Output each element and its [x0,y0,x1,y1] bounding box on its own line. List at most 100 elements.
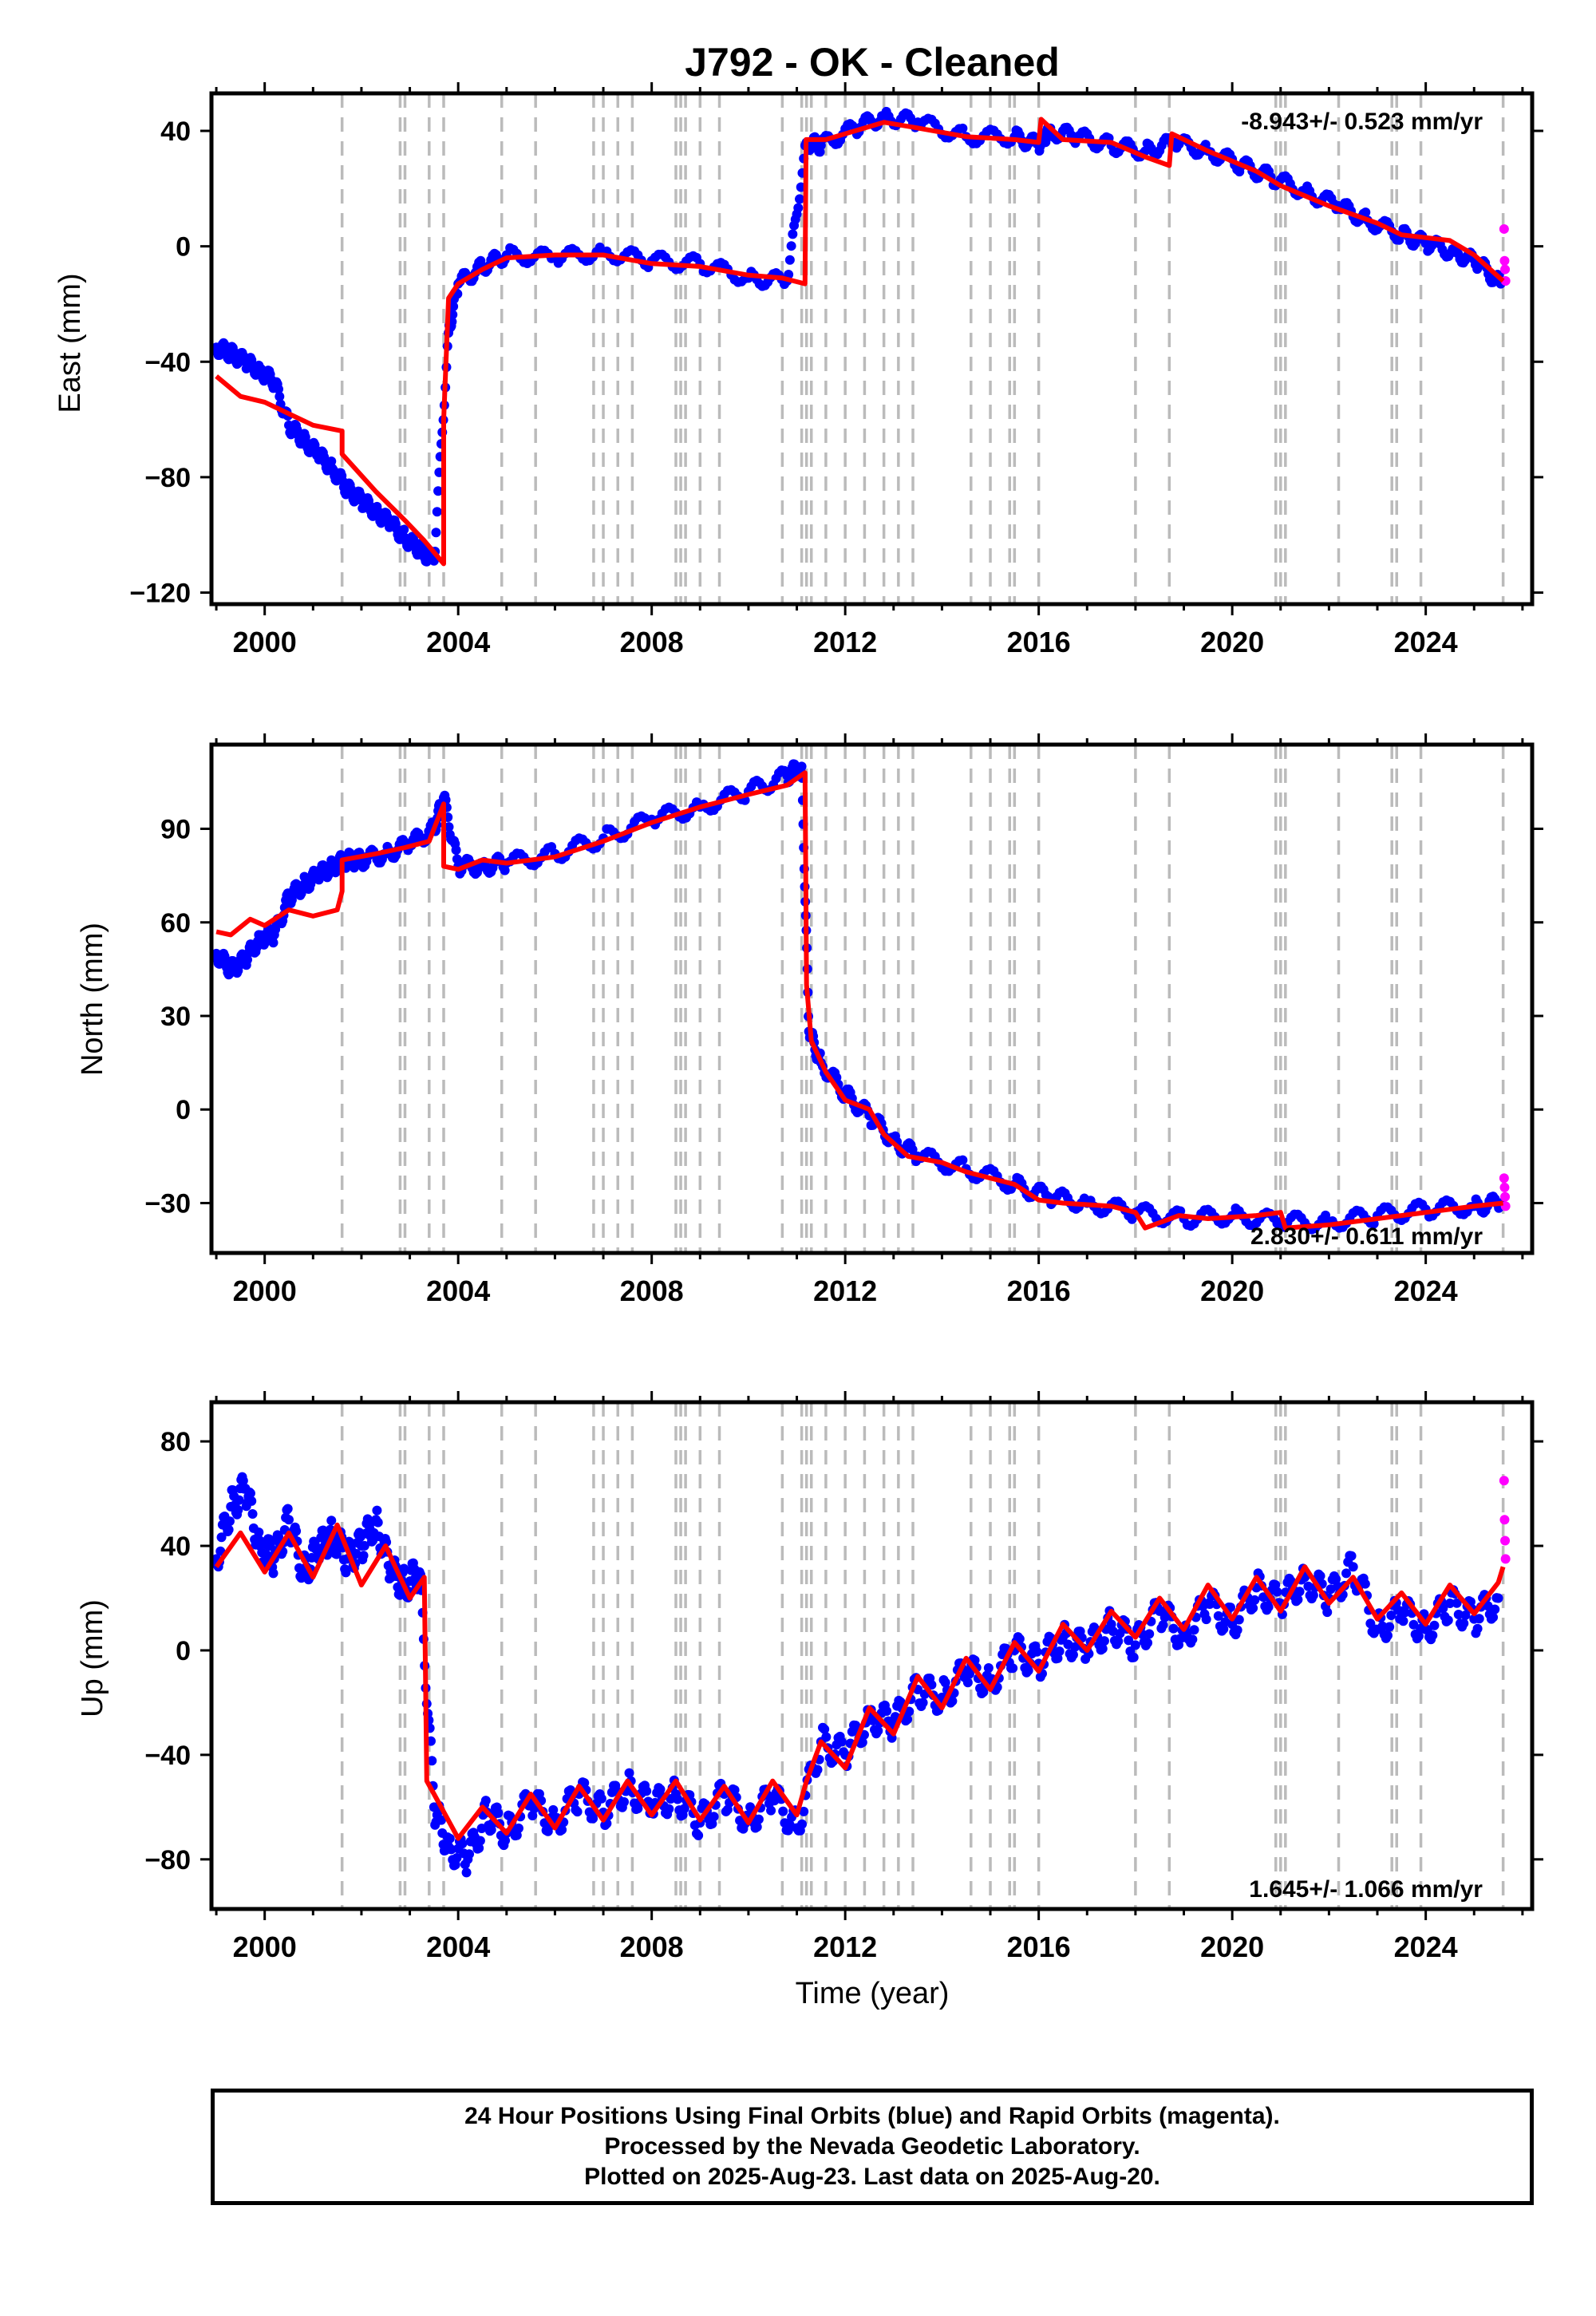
up-data-point [1023,1666,1033,1676]
up-data-point [351,1548,361,1559]
up-data-point [1032,1646,1042,1657]
up-data-point [1293,1595,1303,1605]
up-data-point [596,1793,606,1804]
up-data-point [918,1697,928,1708]
up-data-point [797,1819,808,1829]
up-data-point [238,1476,248,1486]
east-data-point [448,301,459,311]
up-data-point [1315,1571,1325,1581]
up-data-point [1130,1640,1140,1650]
up-data-point [1460,1610,1471,1620]
up-data-point [1143,1638,1153,1648]
up-data-point [1115,1628,1125,1638]
north-xtick-label: 2024 [1394,1275,1458,1307]
up-data-point [1248,1603,1258,1614]
up-data-point [1500,1535,1511,1546]
up-data-point [1201,1614,1211,1625]
east-data-point [274,384,284,394]
east-xtick-label: 2004 [426,626,490,658]
east-data-point [786,241,796,251]
up-data-point [1444,1599,1455,1609]
up-data-point [778,1806,788,1816]
up-data-point [624,1768,634,1778]
up-data-point [1263,1602,1274,1612]
up-data-point [1398,1616,1408,1626]
up-data-point [461,1867,472,1878]
up-data-point [234,1495,244,1505]
up-data-point [1014,1634,1025,1644]
up-data-point [1386,1611,1396,1621]
up-data-point [962,1678,973,1688]
up-ytick-label: −80 [144,1845,191,1875]
up-data-point [1459,1618,1469,1629]
up-xtick-label: 2000 [233,1931,297,1963]
up-data-point [464,1849,475,1860]
up-data-point [978,1687,989,1697]
up-data-point [254,1527,264,1537]
east-data-point [784,255,795,265]
up-data-point [1113,1636,1124,1646]
footer-line-2: Processed by the Nevada Geodetic Laborat… [604,2133,1140,2160]
north-xtick-label: 2020 [1200,1275,1264,1307]
up-data-point [799,1806,809,1816]
up-data-point [1443,1615,1453,1626]
up-ytick-label: −40 [144,1741,191,1771]
up-data-point [1452,1598,1462,1608]
up-data-point [1453,1609,1464,1619]
east-model-line [215,117,1505,567]
up-data-point [1204,1599,1215,1609]
up-data-point [513,1823,523,1833]
up-data-point [1144,1629,1155,1639]
panel-east: 40 0 −40 −80 −120 2000 2004 2008 2012 2016 2020 202… [53,82,1543,658]
up-ytick-label: 80 [160,1427,191,1457]
north-model-line [215,770,1503,1231]
up-plot-area: 80 40 0 −40 −80 2000 2004 2008 2012 2016 2020 2024 [144,1391,1543,1963]
up-data-point [474,1843,484,1853]
up-data-point [947,1696,958,1706]
east-ylabel: East (mm) [53,273,87,413]
up-data-point [282,1504,293,1514]
up-data-point [1385,1622,1395,1632]
up-data-point [247,1496,257,1506]
north-data-point [1500,1192,1511,1202]
north-data-point [452,854,462,864]
up-data-point [655,1784,666,1795]
up-data-point [452,1853,462,1863]
north-data-point [444,822,454,832]
up-data-point [1322,1607,1333,1618]
up-data-point [903,1714,913,1725]
up-data-point [548,1804,559,1815]
up-model-line [214,1522,1506,1841]
up-data-point [1413,1631,1424,1642]
up-data-point [673,1794,683,1804]
up-data-point [1382,1630,1393,1641]
up-data-point [1346,1551,1357,1561]
up-data-point [493,1808,504,1818]
footer-line-1: 24 Hour Positions Using Final Orbits (bl… [464,2103,1280,2129]
up-data-point [709,1812,719,1822]
up-data-point [436,1815,446,1825]
up-xtick-label: 2012 [813,1931,877,1963]
east-plot-area: 40 0 −40 −80 −120 2000 2004 2008 2012 2016 2020 202… [129,82,1543,658]
east-frame [209,91,1535,607]
north-rate-label: 2.830+/- 0.611 mm/yr [1250,1223,1483,1250]
up-data-point [247,1509,258,1520]
north-ytick-label: 60 [160,908,191,939]
east-ytick-label: 0 [176,232,191,263]
up-data-point [1428,1630,1438,1641]
up-data-point [480,1796,491,1806]
up-frame [209,1400,1535,1911]
north-ytick-label: 0 [176,1095,191,1125]
up-data-point [1474,1614,1484,1624]
time-series-chart: J792 - OK - Cleaned 40 0 −40 −80 −120 2000 200… [53,40,1543,2010]
up-data-point [1348,1562,1358,1572]
x-axis-label: Time (year) [796,1977,950,2010]
east-data-point [431,528,441,538]
up-data-point [1250,1595,1260,1605]
east-data-point [1499,223,1509,234]
north-xtick-label: 2004 [426,1275,490,1307]
east-series-final-orbits [211,106,1506,567]
north-xtick-label: 2008 [620,1275,684,1307]
east-data-point [794,194,804,204]
